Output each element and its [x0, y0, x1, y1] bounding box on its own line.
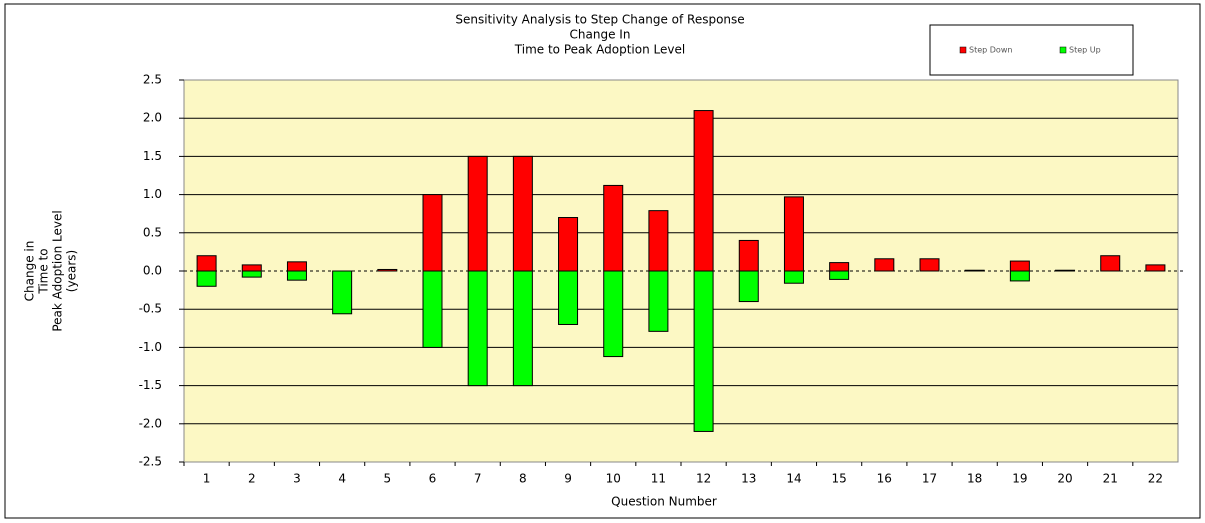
y-axis-label: Peak Adoption Level [51, 210, 65, 331]
x-tick-label: 19 [1012, 472, 1027, 486]
chart-title: Change In [570, 28, 631, 42]
y-tick-label: 2.0 [143, 111, 162, 125]
bar [783, 270, 804, 284]
bar [467, 155, 488, 272]
x-tick-label: 6 [429, 472, 437, 486]
chart-title: Sensitivity Analysis to Step Change of R… [455, 13, 744, 27]
bar [603, 184, 624, 272]
x-tick-label: 12 [696, 472, 711, 486]
x-tick-label: 9 [564, 472, 572, 486]
x-tick-label: 13 [741, 472, 756, 486]
y-tick-label: -0.5 [139, 302, 162, 316]
y-tick-label: 2.5 [143, 73, 162, 87]
x-tick-label: 7 [474, 472, 482, 486]
x-axis-label: Question Number [611, 495, 717, 509]
x-tick-label: 8 [519, 472, 527, 486]
bar [693, 110, 714, 272]
y-tick-label: -1.0 [139, 340, 162, 354]
bar [693, 270, 714, 432]
bar [1055, 269, 1076, 272]
bar [467, 270, 488, 387]
bar [377, 268, 398, 272]
bar [196, 270, 217, 287]
bar [512, 155, 533, 272]
x-tick-label: 16 [877, 472, 892, 486]
y-tick-label: 1.5 [143, 149, 162, 163]
legend-label: Step Down [969, 46, 1012, 55]
x-tick-label: 5 [383, 472, 391, 486]
bar [241, 270, 262, 278]
y-tick-label: -2.0 [139, 416, 162, 430]
legend-label: Step Up [1069, 46, 1101, 55]
bar [648, 210, 669, 272]
x-tick-label: 18 [967, 472, 982, 486]
y-tick-label: -1.5 [139, 378, 162, 392]
bar [422, 194, 443, 272]
bar [196, 255, 217, 272]
bar [1145, 264, 1166, 272]
y-tick-label: -2.5 [139, 455, 162, 469]
x-tick-label: 22 [1148, 472, 1163, 486]
bar [738, 270, 759, 303]
x-tick-label: 4 [338, 472, 346, 486]
bar [738, 239, 759, 272]
bar [422, 270, 443, 348]
chart-title: Time to Peak Adoption Level [514, 43, 685, 57]
bar [603, 270, 624, 358]
legend-swatch [1059, 46, 1067, 54]
bar [1100, 255, 1121, 272]
x-tick-label: 17 [922, 472, 937, 486]
x-tick-label: 10 [606, 472, 621, 486]
y-tick-label: 1.0 [143, 187, 162, 201]
x-tick-label: 2 [248, 472, 256, 486]
bar [919, 258, 940, 272]
bar [829, 270, 850, 280]
bar [1009, 260, 1030, 272]
bar [829, 262, 850, 272]
x-tick-label: 1 [203, 472, 211, 486]
bar [874, 258, 895, 272]
bar [332, 270, 353, 315]
bar [286, 261, 307, 272]
y-axis-label: Change in [23, 241, 37, 302]
bar [558, 217, 579, 272]
bar [512, 270, 533, 387]
x-tick-label: 3 [293, 472, 301, 486]
y-tick-label: 0.5 [143, 225, 162, 239]
y-axis-label: (years) [65, 250, 79, 292]
y-axis-label: Time to [37, 248, 51, 294]
bar [648, 270, 669, 332]
bar [286, 270, 307, 281]
y-tick-label: 0.0 [143, 264, 162, 278]
x-tick-label: 14 [786, 472, 801, 486]
bar [964, 269, 985, 272]
bar [783, 196, 804, 272]
bar [1009, 270, 1030, 282]
x-tick-label: 21 [1103, 472, 1118, 486]
legend-swatch [959, 46, 967, 54]
x-tick-label: 15 [831, 472, 846, 486]
x-tick-label: 20 [1057, 472, 1072, 486]
bar [558, 270, 579, 325]
x-tick-label: 11 [651, 472, 666, 486]
bar [241, 264, 262, 272]
